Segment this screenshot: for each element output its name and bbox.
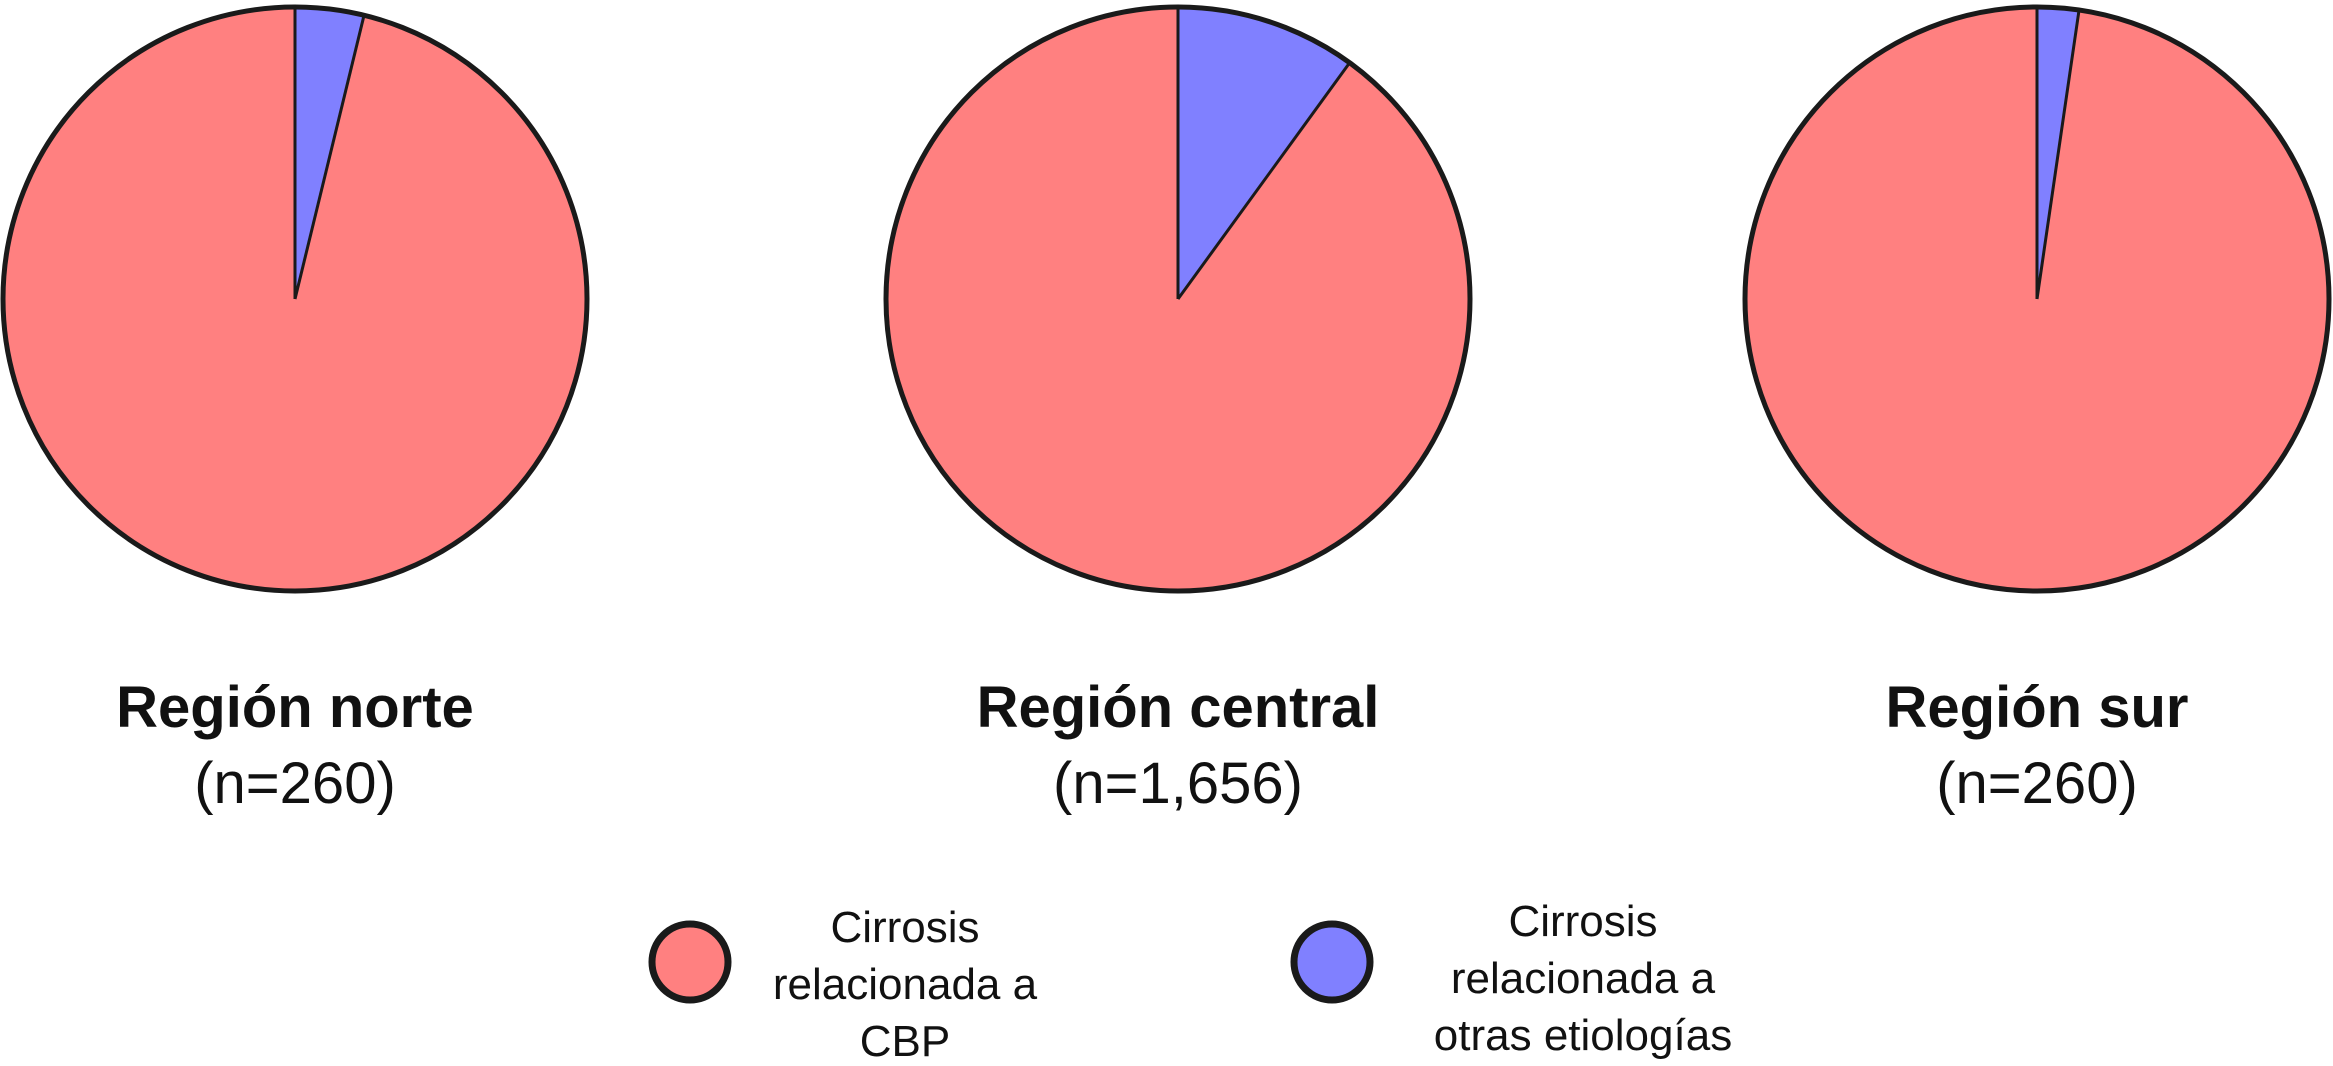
pies-layer <box>0 4 2332 594</box>
pie-0 <box>0 4 590 594</box>
legend-label-1-line-0: Cirrosis <box>1508 897 1657 946</box>
pie-labels: Región norte (n=260) Región central (n=1… <box>116 675 2188 816</box>
pie-title-0: Región norte <box>116 675 474 740</box>
pie-1-outline <box>883 4 1473 594</box>
pie-0-outline <box>0 4 590 594</box>
pie-2-outline <box>1742 4 2332 594</box>
legend-label-1-line-2: otras etiologías <box>1434 1011 1732 1060</box>
pie-2 <box>1742 4 2332 594</box>
legend-swatch-0 <box>648 920 732 1004</box>
legend: Cirrosis relacionada a CBP Cirrosis rela… <box>648 897 1732 1066</box>
pie-subtitle-0: (n=260) <box>194 751 396 816</box>
legend-label-0-line-0: Cirrosis <box>830 903 979 952</box>
pie-subtitle-1: (n=1,656) <box>1053 751 1303 816</box>
pie-title-2: Región sur <box>1886 675 2189 740</box>
pie-0-divider-1 <box>293 14 366 300</box>
pie-1-divider-1 <box>1176 61 1351 300</box>
legend-label-1-line-1: relacionada a <box>1451 954 1716 1003</box>
pie-1-slice-1 <box>1178 7 1350 299</box>
legend-swatch-1 <box>1290 920 1374 1004</box>
legend-label-0-line-2: CBP <box>860 1017 950 1066</box>
pie-subtitle-2: (n=260) <box>1936 751 2138 816</box>
pie-1 <box>883 4 1473 594</box>
pie-2-divider-1 <box>2035 9 2081 300</box>
legend-label-0-line-1: relacionada a <box>773 960 1038 1009</box>
pie-title-1: Región central <box>977 675 1380 740</box>
